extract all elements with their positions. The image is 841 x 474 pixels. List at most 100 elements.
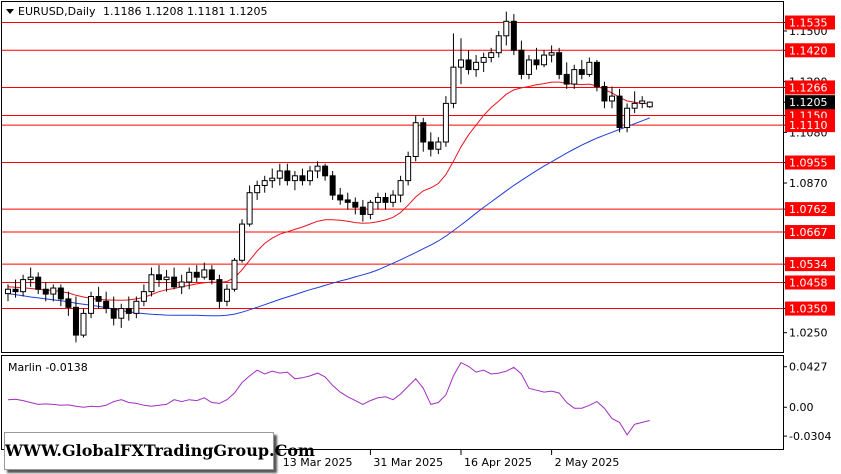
candle-29 <box>223 284 230 307</box>
candle-body-58 <box>442 102 449 143</box>
candle-56 <box>427 132 434 157</box>
candle-51 <box>390 190 397 208</box>
candle-body-13 <box>103 300 110 310</box>
level-label-6: 1.0762 <box>789 203 828 216</box>
candle-body-55 <box>420 122 427 143</box>
candle-83 <box>631 91 638 114</box>
candle-body-73 <box>556 52 563 75</box>
candle-body-60 <box>458 59 464 68</box>
candle-13 <box>103 291 110 314</box>
candle-22 <box>171 267 178 290</box>
candle-body-15 <box>118 308 125 319</box>
candle-body-67 <box>510 20 517 51</box>
price-tick-label-6: 1.0870 <box>789 177 828 190</box>
candle-49 <box>374 192 381 210</box>
level-box-5 <box>785 155 835 170</box>
candle-body-12 <box>95 295 102 302</box>
candle-0 <box>5 284 11 302</box>
candle-26 <box>201 262 208 280</box>
symbol-menu-triangle-icon[interactable] <box>6 9 14 14</box>
level-box-1 <box>785 43 835 58</box>
candle-body-0 <box>5 288 11 295</box>
candle-42 <box>322 163 329 181</box>
price-pane-frame <box>1 1 784 353</box>
candle-61 <box>465 50 472 75</box>
candle-body-11 <box>88 295 95 314</box>
candle-75 <box>571 64 578 89</box>
candle-body-61 <box>465 59 472 71</box>
candle-body-79 <box>601 85 608 102</box>
candle-body-65 <box>495 35 502 54</box>
candle-body-49 <box>374 197 381 203</box>
candle-body-3 <box>27 276 34 281</box>
candle-81 <box>616 88 623 133</box>
candle-body-19 <box>148 274 155 293</box>
candle-body-1 <box>12 288 19 293</box>
candle-82 <box>624 103 631 133</box>
candle-43 <box>329 170 336 200</box>
candle-body-53 <box>405 155 412 182</box>
candle-body-42 <box>322 165 329 177</box>
fast-moving-average <box>7 81 650 301</box>
candles <box>5 11 653 343</box>
candle-84 <box>639 96 646 109</box>
candle-35 <box>269 168 276 188</box>
time-axis: 13 Mar 2025 31 Mar 2025 16 Apr 2025 2 May 2… <box>279 450 619 469</box>
candle-53 <box>405 151 412 186</box>
price-tick-label-0: 1.0250 <box>789 327 828 340</box>
candle-60 <box>458 38 464 85</box>
candle-body-77 <box>586 61 593 75</box>
candle-80 <box>609 86 615 109</box>
candle-69 <box>525 55 532 80</box>
candle-36 <box>276 163 283 186</box>
candle-20 <box>156 265 162 287</box>
level-box-9 <box>785 275 835 290</box>
candle-body-17 <box>133 300 140 314</box>
candle-28 <box>216 274 223 309</box>
candle-body-70 <box>533 59 540 66</box>
candle-body-34 <box>261 180 268 186</box>
candle-85 <box>646 101 653 108</box>
candle-body-35 <box>269 177 276 182</box>
candle-body-71 <box>541 54 548 66</box>
candle-body-54 <box>412 122 419 157</box>
candle-body-56 <box>427 141 434 150</box>
candle-body-7 <box>57 287 64 300</box>
candle-body-44 <box>337 194 344 201</box>
candle-body-30 <box>231 259 238 290</box>
level-box-4 <box>785 118 835 133</box>
candle-body-72 <box>548 52 555 56</box>
candle-16 <box>125 296 132 321</box>
candle-50 <box>382 192 389 210</box>
candle-39 <box>299 168 306 186</box>
candle-body-31 <box>239 223 246 261</box>
candle-body-45 <box>344 199 351 203</box>
candle-21 <box>163 269 170 292</box>
price-pane[interactable]: 1.0250 1.0350 1.0458 1.0534 1.0667 1.0762 1.08… <box>1 1 836 353</box>
level-label-8: 1.0534 <box>789 258 828 271</box>
candle-body-47 <box>359 206 366 215</box>
candle-76 <box>578 59 585 80</box>
level-box-8 <box>785 257 835 272</box>
time-tick-label-1: 31 Mar 2025 <box>373 456 443 469</box>
candle-body-10 <box>80 312 87 336</box>
candle-body-57 <box>435 141 442 150</box>
candle-9 <box>72 296 79 343</box>
candle-46 <box>352 197 359 215</box>
candle-55 <box>420 117 427 152</box>
candle-body-84 <box>639 100 646 104</box>
level-labels: 1.15351.14201.12661.11501.11101.09551.07… <box>785 15 835 316</box>
level-label-9: 1.0458 <box>789 276 828 289</box>
candle-15 <box>118 303 125 328</box>
candle-body-75 <box>571 69 578 85</box>
candle-body-25 <box>193 271 200 278</box>
candle-body-59 <box>450 66 457 104</box>
oscillator-axis: 0.0427 0.00 -0.0304 <box>783 361 831 443</box>
candle-body-5 <box>42 288 49 295</box>
candle-33 <box>254 180 261 200</box>
candle-body-50 <box>382 197 389 203</box>
candle-body-16 <box>125 308 132 314</box>
candle-67 <box>510 14 517 56</box>
watermark-banner: WWW.GlobalFXTradingGroup.Com <box>4 432 315 470</box>
